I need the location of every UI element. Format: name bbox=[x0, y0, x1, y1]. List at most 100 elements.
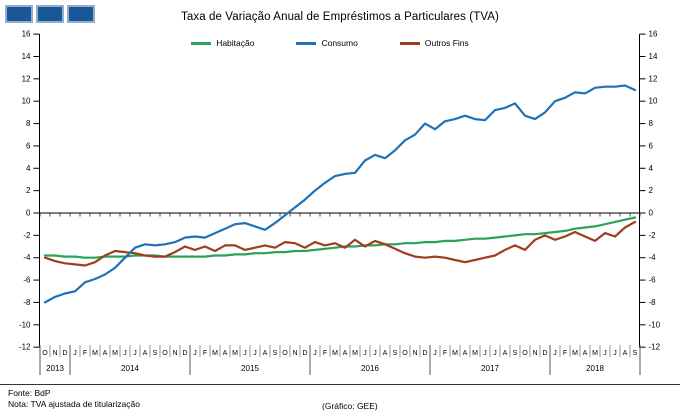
svg-text:M: M bbox=[332, 350, 338, 357]
legend-line-swatch bbox=[296, 41, 317, 45]
svg-text:2014: 2014 bbox=[121, 364, 139, 373]
svg-text:2015: 2015 bbox=[241, 364, 259, 373]
svg-text:A: A bbox=[463, 350, 468, 357]
svg-text:6: 6 bbox=[649, 141, 654, 150]
svg-text:-6: -6 bbox=[23, 276, 31, 285]
svg-text:2016: 2016 bbox=[361, 364, 379, 373]
legend-label: Habitação bbox=[216, 38, 255, 48]
svg-text:0: 0 bbox=[26, 209, 31, 218]
svg-text:J: J bbox=[613, 350, 617, 357]
svg-text:16: 16 bbox=[649, 30, 658, 39]
svg-text:M: M bbox=[452, 350, 458, 357]
svg-text:J: J bbox=[373, 350, 377, 357]
svg-text:N: N bbox=[52, 350, 57, 357]
svg-text:S: S bbox=[633, 350, 638, 357]
svg-text:-10: -10 bbox=[19, 320, 31, 329]
legend-line-swatch bbox=[399, 41, 420, 45]
svg-text:O: O bbox=[402, 350, 408, 357]
svg-text:F: F bbox=[323, 350, 327, 357]
svg-text:J: J bbox=[313, 350, 317, 357]
svg-text:J: J bbox=[553, 350, 557, 357]
svg-text:J: J bbox=[493, 350, 497, 357]
footer-divider bbox=[0, 384, 680, 385]
svg-text:F: F bbox=[203, 350, 207, 357]
svg-text:-10: -10 bbox=[649, 320, 661, 329]
svg-text:2: 2 bbox=[649, 186, 654, 195]
svg-text:S: S bbox=[393, 350, 398, 357]
svg-text:J: J bbox=[433, 350, 437, 357]
logo-square bbox=[5, 5, 33, 23]
svg-text:-2: -2 bbox=[649, 231, 657, 240]
logo-square bbox=[36, 5, 64, 23]
svg-text:O: O bbox=[522, 350, 528, 357]
svg-text:S: S bbox=[273, 350, 278, 357]
svg-text:D: D bbox=[182, 350, 187, 357]
svg-text:-4: -4 bbox=[23, 253, 31, 262]
logo-square bbox=[67, 5, 95, 23]
svg-text:F: F bbox=[83, 350, 87, 357]
svg-text:A: A bbox=[623, 350, 628, 357]
svg-text:2: 2 bbox=[26, 186, 31, 195]
svg-text:6: 6 bbox=[26, 141, 31, 150]
svg-text:10: 10 bbox=[649, 97, 658, 106]
svg-text:J: J bbox=[253, 350, 257, 357]
svg-text:J: J bbox=[603, 350, 607, 357]
svg-text:A: A bbox=[103, 350, 108, 357]
svg-text:2017: 2017 bbox=[481, 364, 499, 373]
svg-text:16: 16 bbox=[22, 30, 31, 39]
svg-text:M: M bbox=[352, 350, 358, 357]
svg-text:N: N bbox=[412, 350, 417, 357]
svg-text:J: J bbox=[483, 350, 487, 357]
svg-text:N: N bbox=[532, 350, 537, 357]
svg-text:14: 14 bbox=[649, 52, 658, 61]
svg-text:M: M bbox=[232, 350, 238, 357]
svg-text:M: M bbox=[112, 350, 118, 357]
svg-text:O: O bbox=[162, 350, 168, 357]
svg-text:A: A bbox=[343, 350, 348, 357]
chart-legend: Habitação Consumo Outros Fins bbox=[0, 38, 660, 48]
svg-text:-12: -12 bbox=[19, 343, 31, 352]
svg-text:10: 10 bbox=[22, 97, 31, 106]
svg-text:S: S bbox=[513, 350, 518, 357]
svg-text:D: D bbox=[422, 350, 427, 357]
svg-text:8: 8 bbox=[26, 119, 31, 128]
svg-text:14: 14 bbox=[22, 52, 31, 61]
legend-item-outros-fins: Outros Fins bbox=[399, 38, 469, 48]
svg-text:0: 0 bbox=[649, 209, 654, 218]
svg-text:J: J bbox=[363, 350, 367, 357]
svg-text:A: A bbox=[383, 350, 388, 357]
svg-text:O: O bbox=[282, 350, 288, 357]
chart-title: Taxa de Variação Anual de Empréstimos a … bbox=[181, 11, 499, 23]
svg-text:4: 4 bbox=[26, 164, 31, 173]
svg-text:J: J bbox=[243, 350, 247, 357]
svg-text:A: A bbox=[583, 350, 588, 357]
svg-text:2013: 2013 bbox=[46, 364, 64, 373]
svg-text:N: N bbox=[172, 350, 177, 357]
svg-text:J: J bbox=[123, 350, 127, 357]
footer-note: Nota: TVA ajustada de titularização bbox=[8, 399, 140, 409]
svg-text:-2: -2 bbox=[23, 231, 31, 240]
svg-text:D: D bbox=[62, 350, 67, 357]
svg-text:A: A bbox=[263, 350, 268, 357]
svg-text:D: D bbox=[302, 350, 307, 357]
svg-text:-4: -4 bbox=[649, 253, 657, 262]
svg-text:A: A bbox=[503, 350, 508, 357]
svg-text:J: J bbox=[193, 350, 197, 357]
svg-text:O: O bbox=[42, 350, 48, 357]
legend-item-consumo: Consumo bbox=[296, 38, 358, 48]
svg-text:F: F bbox=[443, 350, 447, 357]
svg-text:J: J bbox=[73, 350, 77, 357]
svg-text:F: F bbox=[563, 350, 567, 357]
svg-text:4: 4 bbox=[649, 164, 654, 173]
svg-text:M: M bbox=[212, 350, 218, 357]
svg-text:12: 12 bbox=[22, 74, 31, 83]
legend-label: Outros Fins bbox=[424, 38, 469, 48]
svg-text:M: M bbox=[572, 350, 578, 357]
svg-text:-12: -12 bbox=[649, 343, 661, 352]
svg-text:M: M bbox=[92, 350, 98, 357]
legend-label: Consumo bbox=[321, 38, 358, 48]
svg-text:12: 12 bbox=[649, 74, 658, 83]
svg-text:-6: -6 bbox=[649, 276, 657, 285]
logo-squares bbox=[5, 5, 95, 23]
